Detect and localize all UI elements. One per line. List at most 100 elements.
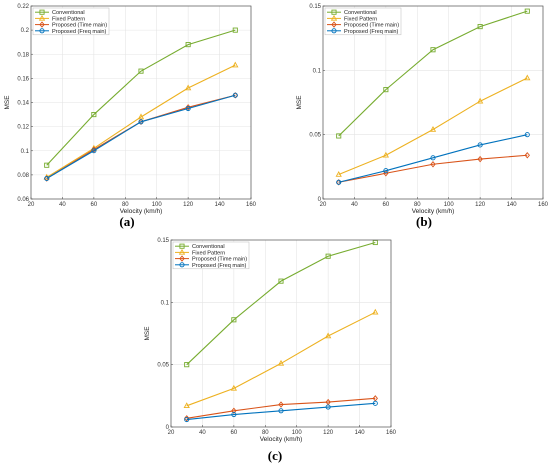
chart-b-xtick-label: 120 <box>475 202 486 208</box>
chart-b-legend-marker <box>331 28 337 34</box>
chart-a-point-conventional <box>185 42 191 48</box>
chart-b-legend-marker <box>330 14 338 21</box>
chart-c-point-proposed-freq-main <box>231 411 237 418</box>
chart-c-xlabel: Velocity (km/h) <box>260 436 303 443</box>
chart-a-legend-label-conventional: Conventional <box>52 10 85 16</box>
caption-c: (c) <box>268 448 282 463</box>
chart-c-point-fixed-pattern <box>372 308 379 315</box>
chart-b-ytick-label: 0.15 <box>309 4 321 10</box>
chart-a-legend-label-fixed-pattern: Fixed Pattern <box>52 16 85 22</box>
chart-a-ytick-label: 0.2 <box>21 28 30 34</box>
chart-a-xtick-label: 20 <box>28 202 35 208</box>
chart-c-xtick-label: 40 <box>199 430 206 436</box>
chart-a-xlabel: Velocity (km/h) <box>120 208 163 215</box>
chart-c-point-conventional <box>231 317 237 323</box>
chart-a-ytick-label: 0.14 <box>17 101 29 107</box>
chart-a-line-proposed-freq-main <box>46 94 236 179</box>
chart-b-point-proposed-freq-main <box>477 142 483 148</box>
chart-b-point-conventional <box>430 47 436 53</box>
chart-b-line-proposed-time-main <box>338 154 528 183</box>
chart-a-line-conventional <box>46 29 236 166</box>
chart-b-legend-label-proposed-freq-main: Proposed (Freq main) <box>344 29 399 35</box>
chart-c-legend-marker <box>179 262 185 268</box>
chart-a-legend-marker <box>39 28 45 34</box>
chart-a-xtick-label: 60 <box>91 202 98 208</box>
chart-a-legend-marker <box>39 21 45 28</box>
caption-b: (b) <box>416 214 432 229</box>
chart-a-xtick-label: 80 <box>122 202 129 208</box>
chart-b-point-conventional <box>383 87 389 93</box>
chart-c-point-fixed-pattern <box>277 359 285 366</box>
chart-b-xtick-label: 160 <box>538 202 549 208</box>
chart-b-line-fixed-pattern <box>338 77 528 176</box>
chart-b-point-proposed-freq-main <box>524 132 530 138</box>
chart-c-point-fixed-pattern <box>230 384 238 391</box>
chart-c: 20 40 60 80 100 120 140 160 0 0.05 0.1 0.15 Velocity… <box>144 238 397 443</box>
chart-a-xtick-label: 140 <box>215 202 226 208</box>
chart-b-point-proposed-freq-main <box>430 155 436 161</box>
chart-b-point-fixed-pattern <box>476 97 484 104</box>
chart-b-xtick-label: 40 <box>351 202 358 208</box>
chart-b-point-proposed-freq-main <box>336 179 342 185</box>
chart-c-point-conventional <box>325 253 331 259</box>
chart-b-legend-marker <box>331 21 337 28</box>
chart-b-series-fixed-pattern <box>335 74 531 177</box>
chart-a-series-proposed-freq-main <box>44 92 238 182</box>
chart-c-series-fixed-pattern <box>183 308 379 409</box>
chart-c-legend-marker <box>179 255 185 262</box>
chart-b-series-proposed-freq-main <box>336 132 530 185</box>
chart-c-point-proposed-freq-main <box>184 416 190 423</box>
chart-a-ytick-label: 0.18 <box>17 52 29 58</box>
chart-a-legend-label-proposed-time-main: Proposed (Time main) <box>52 23 107 29</box>
chart-b-point-fixed-pattern <box>429 125 437 132</box>
chart-b-point-fixed-pattern <box>335 171 342 177</box>
chart-c-line-fixed-pattern <box>186 311 376 407</box>
chart-a-point-conventional <box>138 68 144 74</box>
chart-c-xtick-label: 60 <box>231 430 238 436</box>
chart-b-xtick-label: 20 <box>320 202 327 208</box>
chart-c-series-proposed-freq-main <box>184 400 378 423</box>
chart-c-point-fixed-pattern <box>183 402 190 409</box>
chart-c-ytick-label: 0.15 <box>157 238 169 244</box>
chart-c-xtick-label: 20 <box>168 430 175 436</box>
caption-a: (a) <box>119 214 134 229</box>
chart-c-ytick-label: 0.05 <box>157 363 169 369</box>
chart-a-legend-marker <box>38 14 46 21</box>
chart-c-ytick-label: 0 <box>166 425 170 431</box>
chart-b-legend-marker <box>331 9 337 15</box>
chart-b-point-proposed-time-main <box>524 152 530 159</box>
chart-a-point-conventional <box>91 112 97 118</box>
chart-b-legend-label-conventional: Conventional <box>344 10 377 16</box>
chart-c-xtick-label: 100 <box>292 430 303 436</box>
chart-c-legend-marker <box>179 243 185 249</box>
chart-b: 20 40 60 80 100 120 140 160 0 0.05 0.1 0.15 Velocity… <box>296 4 549 215</box>
chart-c-legend-label-conventional: Conventional <box>192 244 225 250</box>
chart-a-point-conventional <box>232 27 238 33</box>
chart-c-legend-label-proposed-freq-main: Proposed (Freq main) <box>192 263 247 269</box>
chart-a-point-fixed-pattern <box>232 61 239 68</box>
chart-b-point-proposed-time-main <box>477 155 483 163</box>
chart-a-point-proposed-freq-main <box>44 175 50 182</box>
chart-b-xtick-label: 80 <box>414 202 421 208</box>
chart-a-point-proposed-freq-main <box>91 148 97 154</box>
chart-a-xtick-label: 160 <box>246 202 257 208</box>
chart-a-ytick-label: 0.1 <box>21 149 30 155</box>
chart-b-ylabel: MSE <box>296 95 303 110</box>
chart-a-legend-marker <box>39 9 45 15</box>
chart-a-line-fixed-pattern <box>46 64 236 178</box>
chart-a-point-proposed-freq-main <box>232 92 238 98</box>
chart-b-xlabel: Velocity (km/h) <box>412 208 455 215</box>
chart-b-point-proposed-freq-main <box>383 168 389 174</box>
chart-c-point-conventional <box>184 362 190 368</box>
chart-b-point-conventional <box>336 133 342 139</box>
chart-b-axes-frame <box>322 5 544 200</box>
chart-b-ytick-label: 0.05 <box>309 133 321 139</box>
chart-a-legend-label-proposed-freq-main: Proposed (Freq main) <box>52 29 107 35</box>
chart-c-legend-label-proposed-time-main: Proposed (Time main) <box>192 257 247 263</box>
chart-a-ytick-label: 0.12 <box>17 125 29 131</box>
chart-b-legend-label-fixed-pattern: Fixed Pattern <box>344 16 377 22</box>
chart-b-xtick-label: 140 <box>507 202 518 208</box>
chart-b-ytick-label: 0.1 <box>313 68 322 74</box>
chart-c-xtick-label: 120 <box>323 430 334 436</box>
